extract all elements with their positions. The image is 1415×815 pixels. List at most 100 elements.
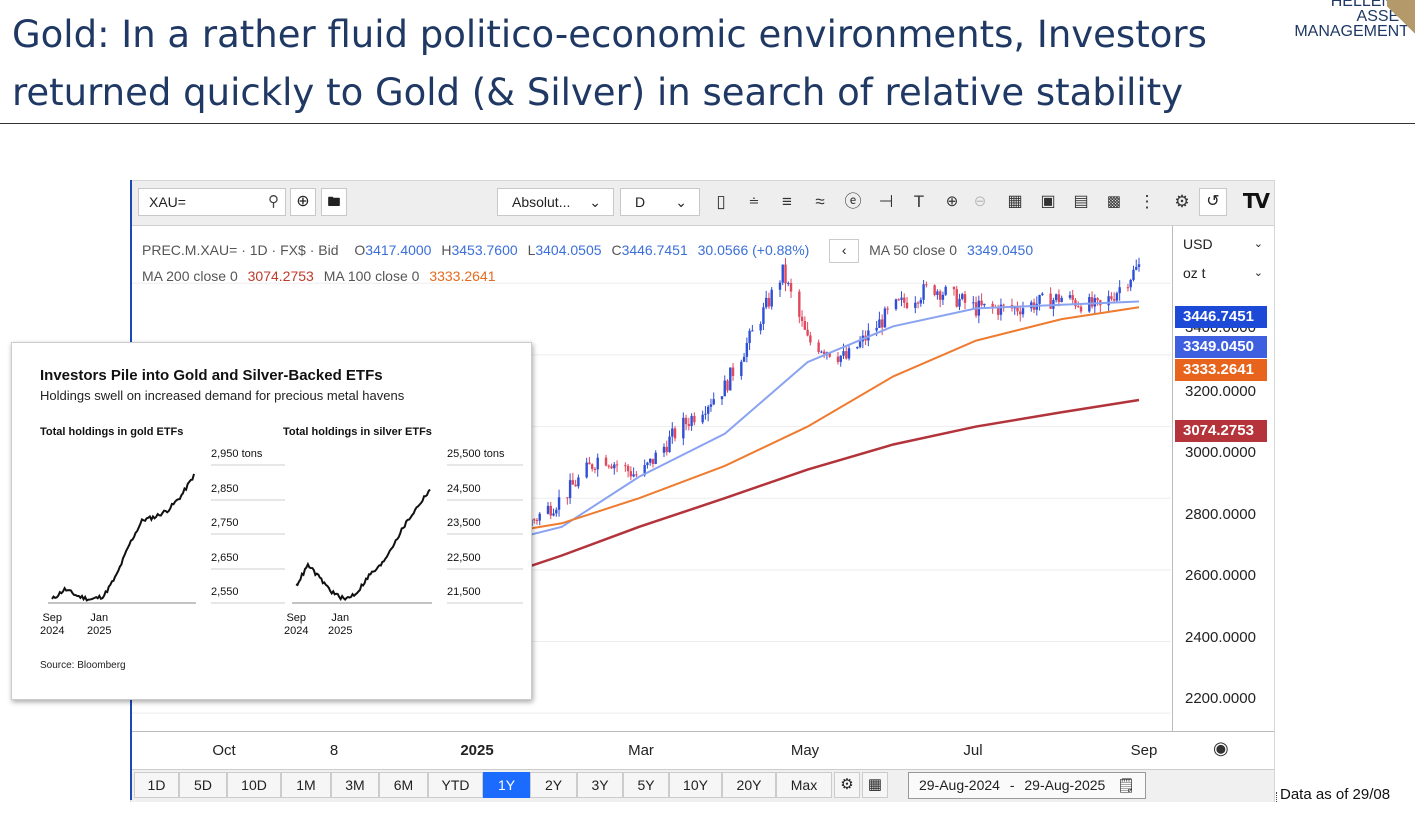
- price-axis[interactable]: USD⌄ oz t⌄ 3400.0000 3200.0000 3000.0000…: [1172, 226, 1275, 731]
- candle-body: [566, 497, 569, 499]
- candle-body: [643, 465, 646, 476]
- range-button-10d[interactable]: 10D: [227, 772, 281, 798]
- candle-body: [535, 519, 539, 521]
- currency-select[interactable]: USD ⌄: [1179, 232, 1267, 256]
- calendar-icon[interactable]: 🗒: [1117, 777, 1136, 793]
- ma50-badge: 3349.0450: [1175, 336, 1267, 358]
- chart-toolbar: XAU= ⚲ ⊕ 🖿 Absolut... ⌄ D ⌄ ▯ ≐ ≡ ≈ ⓔ ⊣ …: [131, 181, 1274, 226]
- tradingview-logo: TV: [1242, 189, 1270, 213]
- candle-body: [1041, 293, 1044, 295]
- candle-body: [1137, 264, 1141, 267]
- candle-body: [538, 513, 541, 521]
- crosshair-icon[interactable]: ⊣: [878, 192, 894, 211]
- folder-icon[interactable]: 🖿: [321, 188, 347, 216]
- candle-body: [803, 321, 807, 330]
- layout-icon[interactable]: ▣: [1040, 193, 1056, 210]
- more-icon[interactable]: ⋮: [1138, 192, 1156, 211]
- candlestick-icon[interactable]: ▯: [716, 192, 726, 211]
- candle-body: [701, 414, 704, 423]
- time-tick: Mar: [628, 742, 654, 759]
- candle-body: [999, 304, 1003, 315]
- price-tick: 2800.0000: [1185, 506, 1256, 523]
- candle-body: [624, 465, 627, 467]
- chevron-left-icon[interactable]: ‹: [829, 239, 860, 263]
- chart-type-select[interactable]: Absolut... ⌄: [497, 188, 614, 216]
- list-icon[interactable]: ≡: [782, 192, 792, 211]
- compare-add-button[interactable]: ⊕: [290, 188, 316, 216]
- studies-icon[interactable]: ≐: [748, 194, 760, 209]
- text-tool-icon[interactable]: T: [913, 192, 925, 211]
- candle-body: [883, 308, 887, 328]
- candle-body: [712, 399, 715, 405]
- time-tick: Sep: [1130, 742, 1158, 759]
- range-button-3m[interactable]: 3M: [331, 772, 379, 798]
- candle-body: [577, 477, 580, 487]
- export-icon[interactable]: ▤: [1073, 193, 1089, 210]
- inset-subtitle: Holdings swell on increased demand for p…: [40, 388, 405, 403]
- candle-body: [875, 327, 878, 331]
- range-button-5y[interactable]: 5Y: [623, 772, 669, 798]
- candle-body: [886, 308, 889, 310]
- range-button-ytd[interactable]: YTD: [428, 772, 483, 798]
- range-button-1m[interactable]: 1M: [281, 772, 331, 798]
- ma100-badge: 3333.2641: [1175, 359, 1267, 381]
- candle-body: [533, 519, 536, 521]
- range-button-20y[interactable]: 20Y: [722, 772, 776, 798]
- range-button-3y[interactable]: 3Y: [577, 772, 623, 798]
- candle-body: [1057, 294, 1061, 303]
- range-button-max[interactable]: Max: [776, 772, 832, 798]
- candle-body: [1071, 295, 1074, 300]
- candle-body: [731, 367, 735, 376]
- candle-body: [878, 319, 881, 328]
- candle-body: [1016, 307, 1019, 312]
- candle-body: [980, 300, 983, 306]
- axis-settings-icon[interactable]: ◉: [1213, 738, 1229, 758]
- range-button-1y[interactable]: 1Y: [483, 772, 530, 798]
- table-icon[interactable]: ▦: [862, 772, 888, 798]
- candle-body: [665, 446, 668, 453]
- settings-icon[interactable]: ⚙: [1174, 192, 1190, 211]
- candle-body: [596, 457, 599, 470]
- range-button-6m[interactable]: 6M: [379, 772, 428, 798]
- time-tick: Oct: [212, 742, 236, 759]
- candle-body: [900, 297, 903, 300]
- range-button-10y[interactable]: 10Y: [669, 772, 722, 798]
- unit-select[interactable]: oz t ⌄: [1179, 261, 1267, 285]
- settings-icon[interactable]: ⚙: [834, 772, 860, 798]
- ric-search-input[interactable]: XAU= ⚲: [138, 188, 286, 216]
- price-tick: 2600.0000: [1185, 567, 1256, 584]
- chart-settings-icon[interactable]: ▩: [1106, 193, 1122, 210]
- time-axis[interactable]: Oct 8 2025 Mar May Jul Sep ◉: [131, 731, 1274, 769]
- candle-body: [759, 323, 762, 331]
- candle-body: [983, 303, 986, 306]
- range-button-5d[interactable]: 5D: [179, 772, 227, 798]
- candle-body: [704, 413, 707, 415]
- candle-body: [720, 396, 724, 400]
- wave-icon[interactable]: ≈: [815, 192, 825, 211]
- candle-body: [613, 464, 616, 469]
- gold-ytick: 2,550: [211, 586, 239, 598]
- candle-body: [654, 452, 657, 464]
- events-icon[interactable]: ⓔ: [844, 192, 862, 211]
- search-icon[interactable]: ⚲: [268, 193, 279, 210]
- interval-select[interactable]: D ⌄: [620, 188, 700, 216]
- candle-body: [590, 464, 594, 469]
- zoom-in-icon[interactable]: ⊕: [945, 193, 959, 210]
- candle-body: [610, 466, 613, 469]
- gold-ytick: 2,750: [211, 517, 239, 529]
- table-icon[interactable]: ▦: [1007, 193, 1023, 210]
- silver-ytick: 21,500: [447, 586, 481, 598]
- zoom-out-icon[interactable]: ⊖: [973, 193, 987, 210]
- date-range-picker[interactable]: 29-Aug-2024 - 29-Aug-2025 🗒: [908, 772, 1146, 799]
- ric-value: XAU=: [149, 194, 186, 210]
- legend-change: 30.0566 (+0.88%): [697, 241, 810, 258]
- candle-body: [991, 303, 994, 307]
- reset-icon[interactable]: ↺: [1199, 188, 1227, 216]
- range-button-1d[interactable]: 1D: [134, 772, 179, 798]
- range-button-2y[interactable]: 2Y: [530, 772, 577, 798]
- candle-body: [903, 297, 906, 303]
- candle-body: [693, 415, 696, 423]
- silver-ytick: 23,500: [447, 517, 481, 529]
- candle-body: [574, 484, 577, 487]
- price-tick: 3000.0000: [1185, 444, 1256, 461]
